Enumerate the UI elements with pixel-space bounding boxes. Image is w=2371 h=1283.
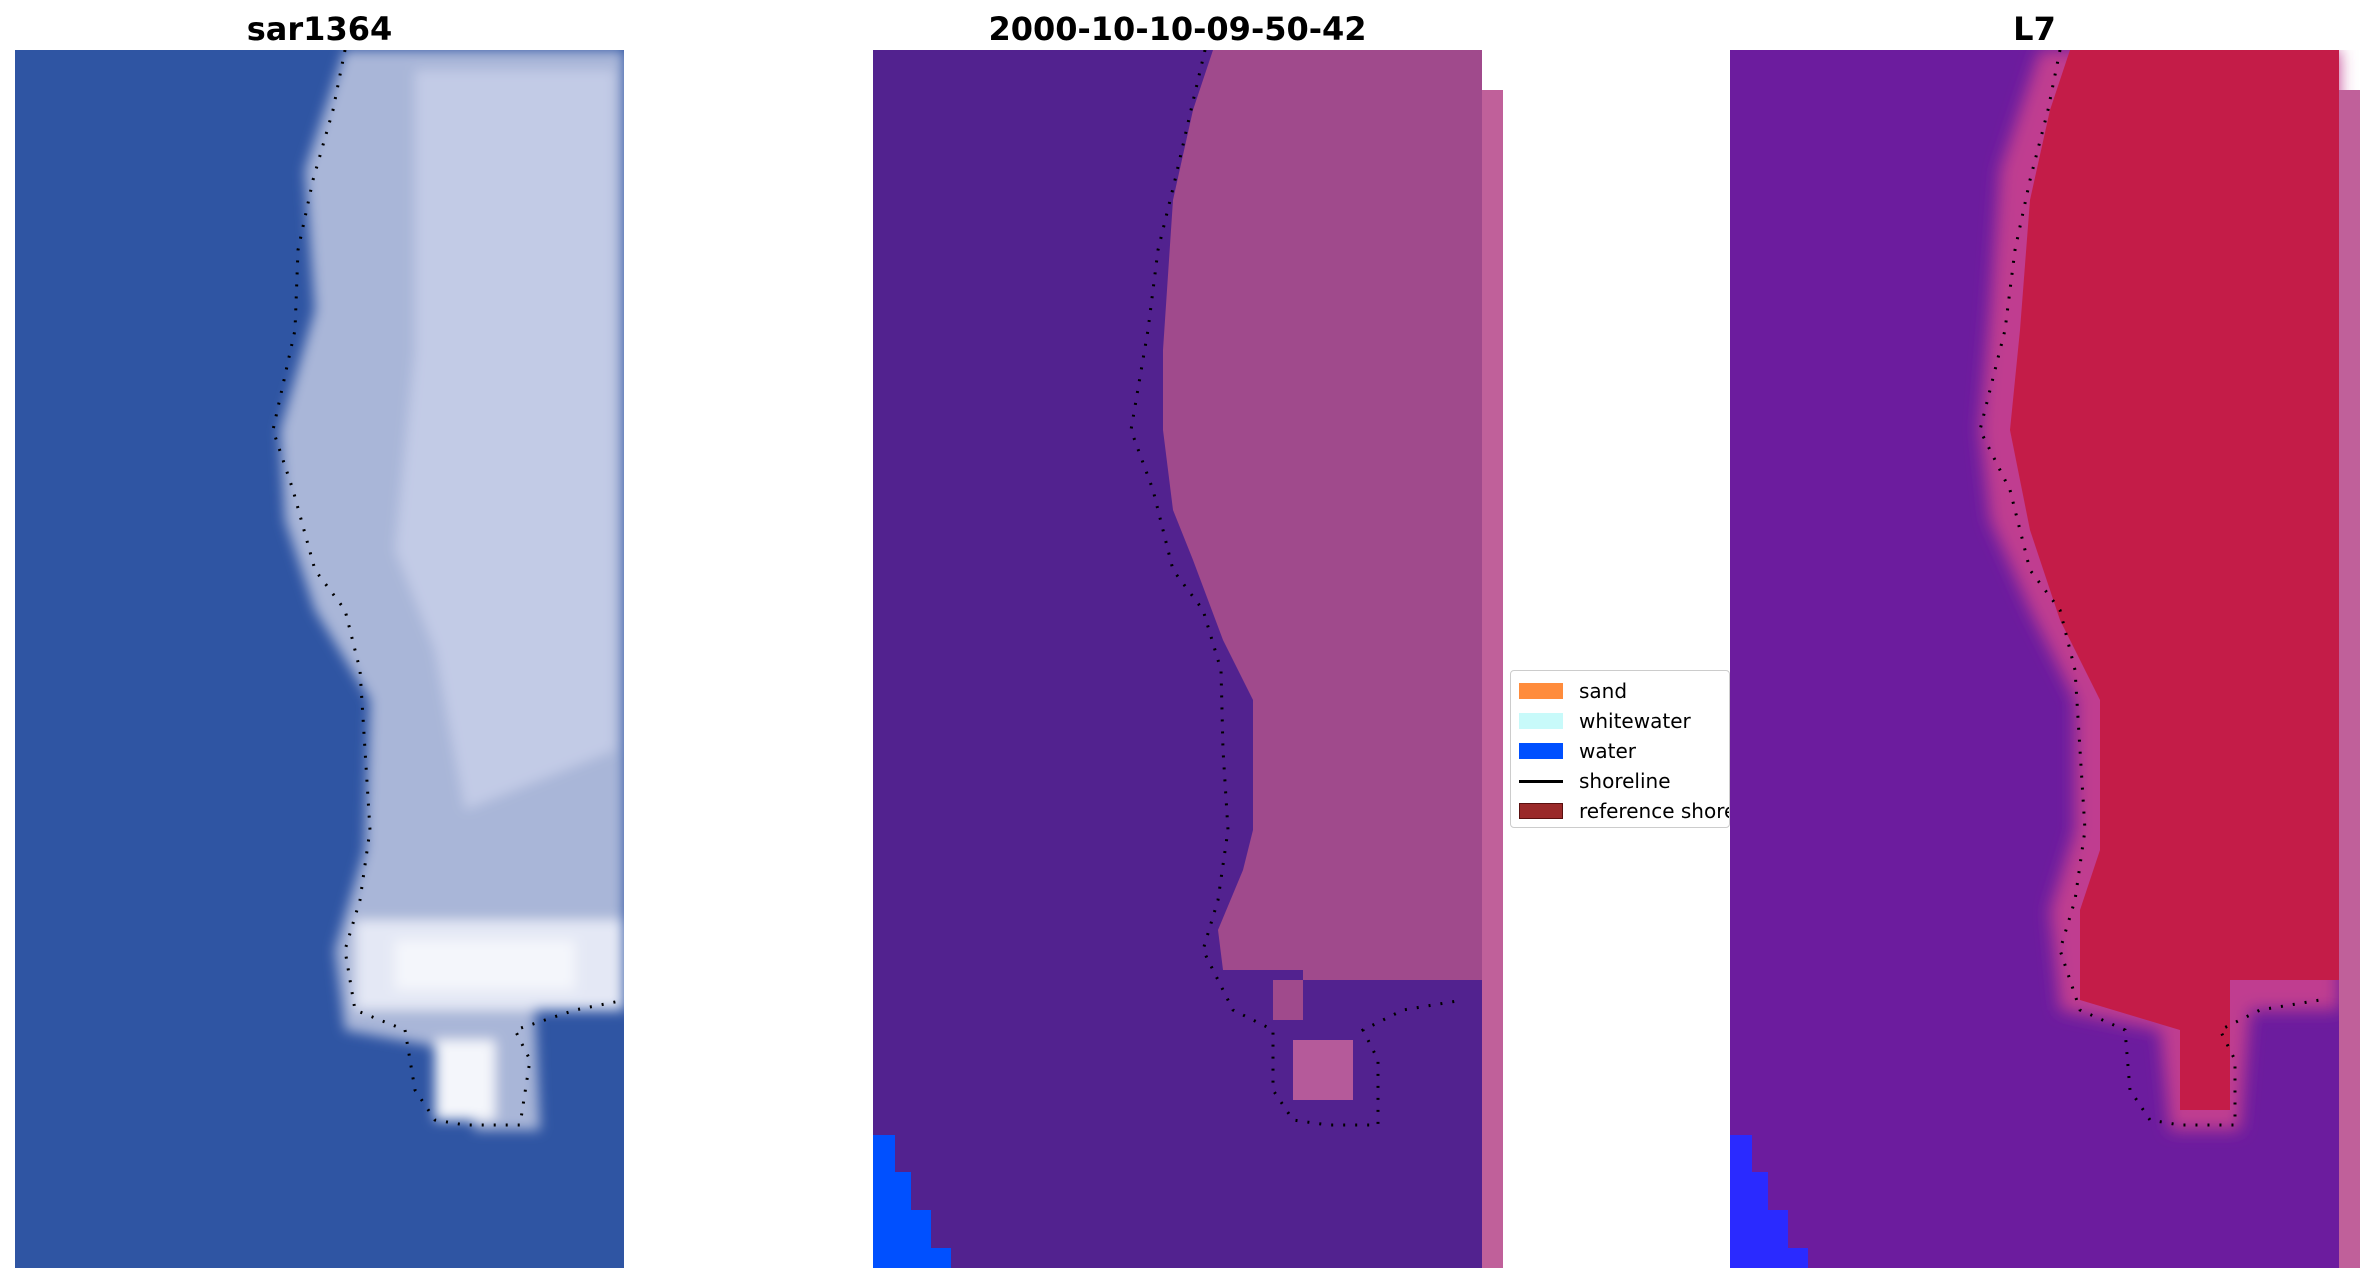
water-swatch: [1519, 743, 1563, 759]
legend-label-whitewater: whitewater: [1579, 709, 1691, 733]
panel-title-rgb: sar1364: [246, 10, 393, 48]
legend-label-water: water: [1579, 739, 1636, 763]
legend-label-shoreline: shoreline: [1579, 769, 1671, 793]
legend-label-reference-shoreline: reference shoreline: [1579, 799, 1729, 823]
reference-shoreline-swatch: [1519, 803, 1563, 819]
classification-image-panel: [873, 50, 1503, 1268]
panel-title-classification: 2000-10-10-09-50-42: [988, 10, 1367, 48]
legend-item-reference-shoreline: reference shoreline: [1519, 799, 1729, 823]
panel-title-index: L7: [2013, 10, 2056, 48]
index-image-panel: [1730, 50, 2360, 1268]
legend: sand whitewater water shoreline referenc…: [1510, 670, 1730, 828]
index-image: [1730, 50, 2360, 1268]
legend-item-whitewater: whitewater: [1519, 709, 1691, 733]
classification-image: [873, 50, 1503, 1268]
whitewater-swatch: [1519, 713, 1563, 729]
rgb-image-panel: [15, 50, 624, 1268]
rgb-image: [15, 50, 624, 1268]
legend-item-water: water: [1519, 739, 1636, 763]
legend-label-sand: sand: [1579, 679, 1628, 703]
shoreline-line-swatch: [1519, 779, 1563, 783]
legend-item-shoreline: shoreline: [1519, 769, 1671, 793]
legend-item-sand: sand: [1519, 679, 1627, 703]
sand-swatch: [1519, 683, 1563, 699]
